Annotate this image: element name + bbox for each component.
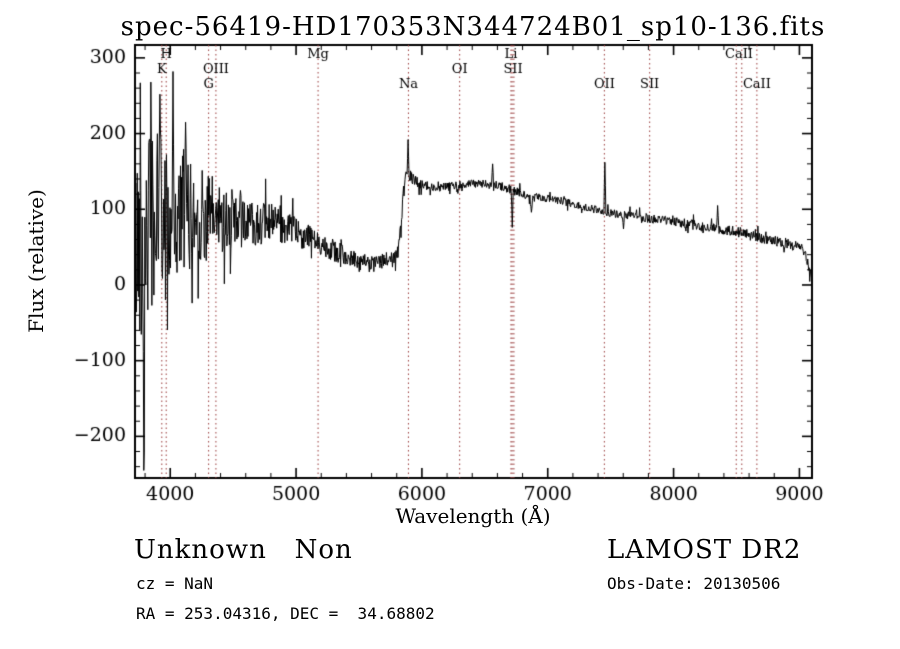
cz-label: cz = NaN: [136, 574, 214, 593]
survey-label: LAMOST DR2: [607, 535, 802, 565]
y-axis-label: Flux (relative): [24, 189, 48, 333]
x-axis-label: Wavelength (Å): [395, 504, 551, 528]
chart-title: spec-56419-HD170353N344724B01_sp10-136.f…: [120, 12, 826, 42]
object-class-label: Unknown Non: [134, 535, 353, 565]
obs-date-label: Obs-Date: 20130506: [607, 574, 781, 593]
ra-dec-label: RA = 253.04316, DEC = 34.68802: [136, 604, 435, 623]
